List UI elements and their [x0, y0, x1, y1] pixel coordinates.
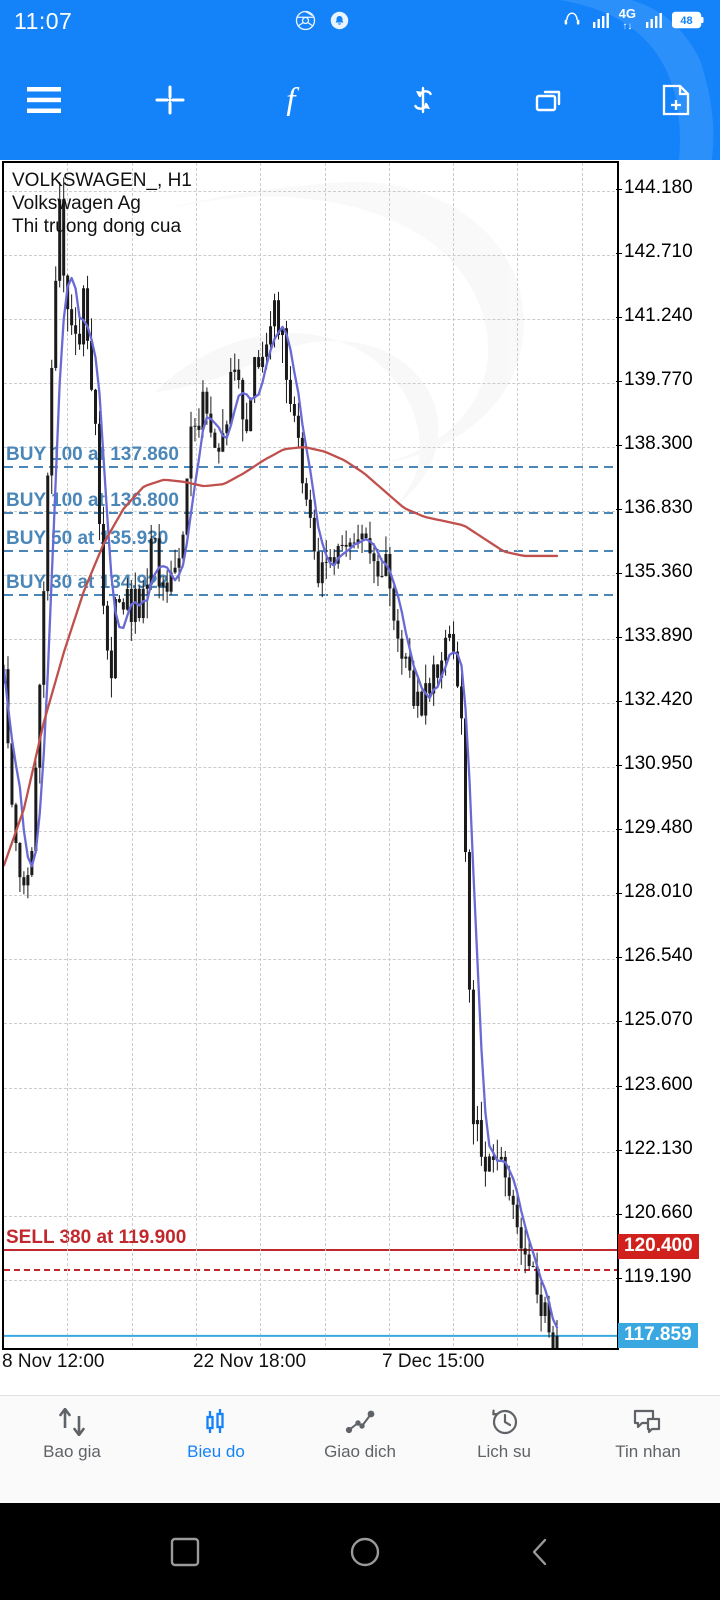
svg-text:f: f	[286, 84, 300, 116]
svg-text:48: 48	[680, 15, 692, 27]
